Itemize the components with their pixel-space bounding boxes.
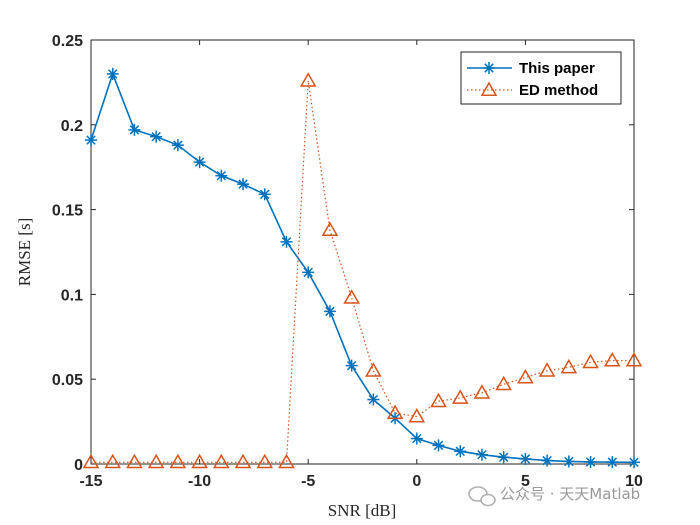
legend-entry: This paper bbox=[467, 60, 595, 77]
legend-label: This paper bbox=[519, 60, 595, 77]
data-point bbox=[323, 305, 336, 318]
data-point bbox=[171, 139, 184, 152]
data-point bbox=[104, 453, 122, 469]
legend-marker bbox=[480, 81, 498, 96]
data-point bbox=[517, 368, 534, 384]
watermark-text: 公众号 · 天天Matlab bbox=[500, 485, 640, 503]
x-tick-label: 5 bbox=[521, 473, 530, 490]
data-point bbox=[343, 289, 360, 304]
data-point bbox=[408, 408, 426, 423]
y-tick-label: 0.05 bbox=[52, 372, 83, 389]
x-axis-label: SNR [dB] bbox=[328, 501, 396, 520]
x-axis-ticks: -15 -10 -5 0 5 10 bbox=[79, 40, 643, 490]
series-layer bbox=[82, 67, 643, 469]
data-point bbox=[454, 445, 467, 458]
data-point bbox=[560, 358, 578, 374]
y-axis-ticks: 0 0.05 0.1 0.15 0.2 0.25 bbox=[52, 33, 634, 474]
data-point bbox=[258, 188, 271, 201]
data-point bbox=[475, 448, 488, 461]
series-line bbox=[91, 80, 634, 463]
data-point bbox=[538, 362, 556, 377]
data-point bbox=[628, 456, 640, 469]
y-tick-label: 0.15 bbox=[52, 203, 83, 220]
legend-label: ED method bbox=[519, 82, 598, 99]
data-point bbox=[365, 362, 382, 377]
data-point bbox=[584, 455, 597, 468]
data-point bbox=[82, 453, 100, 469]
wechat-icon bbox=[468, 486, 496, 507]
data-point bbox=[451, 389, 469, 404]
data-point bbox=[562, 455, 575, 468]
y-tick-label: 0 bbox=[74, 457, 83, 474]
plot-area bbox=[90, 39, 635, 465]
data-point bbox=[85, 134, 97, 147]
data-point bbox=[606, 456, 619, 469]
data-point bbox=[256, 453, 274, 469]
x-tick-label: 0 bbox=[412, 473, 421, 490]
x-tick-label: -10 bbox=[188, 473, 211, 490]
y-axis-label: RMSE [s] bbox=[15, 218, 34, 286]
data-point bbox=[106, 67, 119, 80]
data-point bbox=[541, 454, 554, 467]
data-point bbox=[213, 453, 230, 469]
data-point bbox=[495, 375, 512, 391]
data-point bbox=[519, 452, 532, 465]
data-point bbox=[193, 156, 206, 169]
data-point bbox=[280, 235, 293, 248]
data-point bbox=[367, 393, 380, 406]
data-point bbox=[237, 178, 250, 191]
y-tick-label: 0.1 bbox=[61, 287, 83, 304]
data-point bbox=[278, 453, 295, 469]
data-point bbox=[191, 453, 208, 469]
legend-marker bbox=[483, 62, 495, 74]
data-point bbox=[128, 123, 141, 136]
series-this-paper bbox=[85, 67, 640, 469]
data-point bbox=[302, 266, 315, 279]
data-point bbox=[582, 353, 599, 369]
data-point bbox=[299, 72, 317, 87]
data-point bbox=[321, 221, 339, 236]
legend-entry: ED method bbox=[467, 81, 598, 99]
x-tick-label: 10 bbox=[625, 473, 643, 490]
data-point bbox=[432, 439, 445, 452]
data-point bbox=[150, 130, 163, 143]
data-point bbox=[410, 432, 423, 445]
data-point bbox=[497, 451, 510, 464]
data-point bbox=[147, 453, 165, 469]
data-point bbox=[234, 453, 252, 469]
data-point bbox=[345, 359, 358, 372]
data-point bbox=[603, 352, 621, 367]
data-point bbox=[473, 384, 491, 399]
data-point bbox=[169, 453, 187, 469]
data-point bbox=[215, 169, 228, 182]
watermark: 公众号 · 天天Matlab bbox=[468, 485, 640, 507]
data-point bbox=[430, 392, 447, 408]
series-ed-method bbox=[82, 72, 643, 469]
data-point bbox=[625, 352, 643, 367]
y-tick-label: 0.2 bbox=[61, 118, 83, 135]
data-point bbox=[386, 404, 404, 420]
legend: This paper ED method bbox=[460, 51, 622, 105]
x-tick-label: -15 bbox=[79, 473, 102, 490]
y-tick-label: 0.25 bbox=[52, 33, 83, 50]
data-point bbox=[126, 453, 143, 469]
x-tick-label: -5 bbox=[301, 473, 315, 490]
